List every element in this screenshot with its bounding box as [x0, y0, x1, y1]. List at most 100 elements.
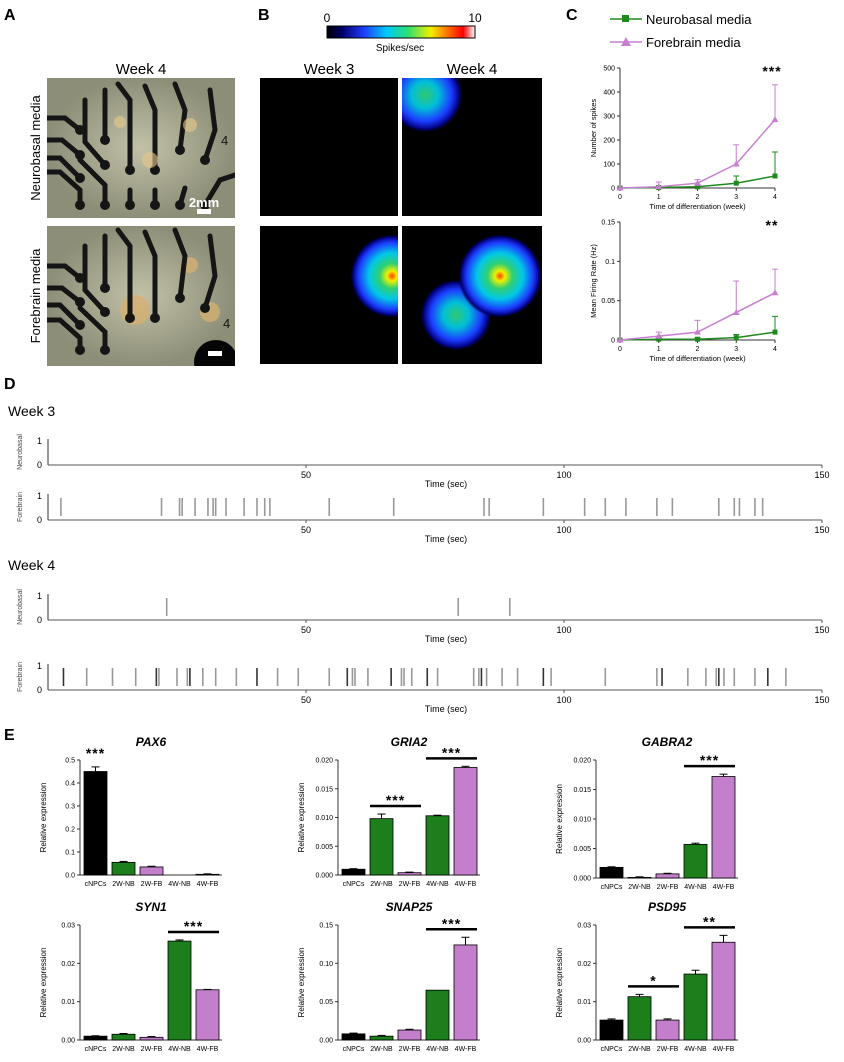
- raster-x-tick-label: 100: [556, 695, 571, 705]
- y-tick-label: 0.00: [319, 1038, 333, 1045]
- category-label: 2W-NB: [370, 881, 393, 888]
- colorbar-min-label: 0: [324, 11, 331, 25]
- raster-x-axis-label: Time (sec): [425, 534, 467, 544]
- bar: [111, 861, 136, 876]
- data-point: [695, 184, 700, 190]
- y-tick-label: 0.03: [577, 923, 591, 930]
- category-label: 4W-NB: [684, 1046, 707, 1053]
- bar: [711, 941, 736, 1041]
- significance-marker: ***: [762, 63, 781, 79]
- scale-bar: [197, 209, 211, 214]
- significance-marker: ***: [184, 918, 203, 934]
- y-tick-label: 0: [611, 186, 615, 193]
- category-label: 4W-FB: [455, 1046, 477, 1053]
- raster-x-tick-label: 100: [556, 625, 571, 635]
- raster-y-tick-label: 0: [37, 460, 42, 470]
- category-label: 4W-FB: [197, 881, 219, 888]
- bar: [711, 776, 736, 879]
- data-point: [695, 336, 700, 342]
- panel-a-column-title: Week 4: [116, 61, 167, 78]
- y-tick-label: 0.020: [573, 758, 591, 765]
- category-label: cNPCs: [85, 1046, 107, 1053]
- category-label: 4W-NB: [168, 881, 191, 888]
- y-axis-label: Relative expression: [297, 948, 306, 1018]
- data-point: [733, 180, 739, 186]
- bar: [195, 989, 220, 1041]
- category-label: 2W-NB: [628, 884, 651, 891]
- y-axis-label: Relative expression: [555, 948, 564, 1018]
- chart-title: PSD95: [648, 900, 686, 914]
- bar: [627, 996, 652, 1041]
- bar: [425, 815, 450, 876]
- raster-x-tick-label: 50: [301, 695, 311, 705]
- data-point: [656, 336, 662, 342]
- x-axis-label: Time of differentiation (week): [649, 354, 746, 363]
- panel-b-title-week3: Week 3: [304, 61, 355, 78]
- y-tick-label: 0.1: [605, 259, 615, 266]
- y-tick-label: 0.03: [61, 923, 75, 930]
- chart-title: SNAP25: [386, 900, 433, 914]
- colorbar-label: Spikes/sec: [376, 43, 424, 54]
- significance-marker: ***: [86, 745, 105, 761]
- category-label: 2W-FB: [399, 881, 421, 888]
- bar: [627, 877, 652, 879]
- x-tick-label: 4: [773, 346, 777, 353]
- chart-firing-rate: 0 0.05 0.1 0.15 0 1 2 3 4 Time of differentiation…: [589, 217, 779, 363]
- bar: [397, 1029, 422, 1041]
- category-label: 2W-FB: [141, 1046, 163, 1053]
- y-tick-label: 0.15: [601, 220, 615, 227]
- panel-a-row-label-neurobasal: Neurobasal media: [28, 94, 43, 200]
- bar: [453, 944, 478, 1041]
- bar: [683, 843, 708, 879]
- category-label: 4W-NB: [426, 881, 449, 888]
- bar: [655, 1019, 680, 1041]
- category-label: 2W-NB: [112, 881, 135, 888]
- y-tick-label: 0.00: [577, 1038, 591, 1045]
- y-tick-label: 0.005: [315, 844, 333, 851]
- raster-x-tick-label: 50: [301, 470, 311, 480]
- chart-title: GABRA2: [642, 735, 693, 749]
- y-tick-label: 500: [603, 66, 615, 73]
- data-point: [771, 289, 779, 296]
- y-axis-label: Number of spikes: [589, 99, 598, 158]
- y-tick-label: 0.015: [573, 787, 591, 794]
- raster-y-tick-label: 0: [37, 615, 42, 625]
- bar: [425, 989, 450, 1041]
- raster-x-tick-label: 150: [814, 695, 829, 705]
- y-tick-label: 0.02: [577, 961, 591, 968]
- raster-y-tick-label: 1: [37, 661, 42, 671]
- raster-y-tick-label: 0: [37, 515, 42, 525]
- x-tick-label: 0: [618, 346, 622, 353]
- raster-x-tick-label: 150: [814, 470, 829, 480]
- x-tick-label: 1: [657, 346, 661, 353]
- mea-electrode-label: 4: [223, 316, 230, 331]
- raster-x-tick-label: 150: [814, 525, 829, 535]
- bar: [195, 873, 220, 876]
- y-tick-label: 0.4: [65, 781, 75, 788]
- significance-marker: ***: [700, 752, 719, 768]
- y-tick-label: 0.000: [315, 873, 333, 880]
- chart-title: SYN1: [135, 900, 167, 914]
- data-point: [772, 329, 778, 335]
- y-tick-label: 0.5: [65, 758, 75, 765]
- chart-title: PAX6: [136, 735, 167, 749]
- data-point: [732, 160, 740, 167]
- x-tick-label: 4: [773, 194, 777, 201]
- data-point: [732, 308, 740, 315]
- chart-title: GRIA2: [391, 735, 428, 749]
- bar: [139, 866, 164, 876]
- bar: [369, 1035, 394, 1041]
- panel-d-week3-label: Week 3: [8, 403, 55, 419]
- colorbar-max-label: 10: [468, 11, 482, 25]
- raster-x-tick-label: 100: [556, 470, 571, 480]
- legend-neurobasal: Neurobasal media: [646, 12, 752, 27]
- data-point: [616, 184, 624, 191]
- scale-bar-label: 2mm: [189, 195, 219, 210]
- y-tick-label: 100: [603, 162, 615, 169]
- raster-row-label: Neurobasal: [17, 434, 24, 470]
- bar: [341, 868, 366, 876]
- category-label: 4W-NB: [168, 1046, 191, 1053]
- y-tick-label: 0.05: [319, 999, 333, 1006]
- series-line: [619, 119, 776, 189]
